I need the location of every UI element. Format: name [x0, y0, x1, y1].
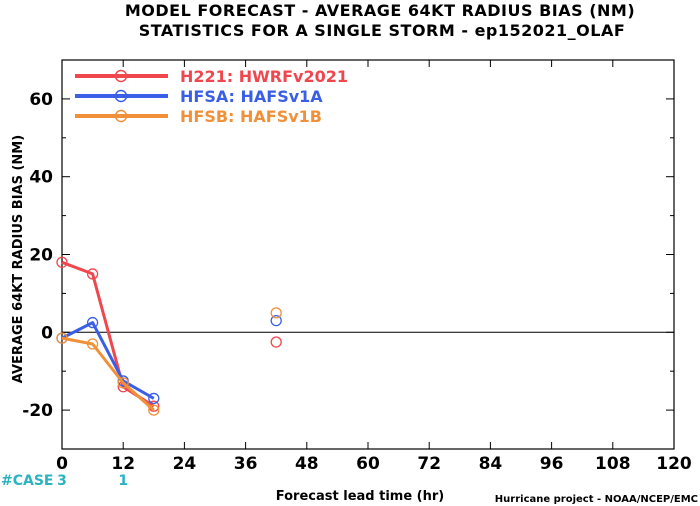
data-point: [270, 314, 282, 327]
case-count: 3: [57, 473, 67, 489]
y-tick-label: 60: [29, 90, 53, 110]
plot-area: [61, 59, 675, 450]
x-tick-label: 24: [173, 454, 197, 474]
legend-label: HFSB: HAFSv1B: [180, 107, 322, 126]
x-axis-label: Forecast lead time (hr): [276, 489, 444, 504]
legend-label: HFSA: HAFSv1A: [180, 87, 323, 106]
x-tick-label: 120: [656, 454, 692, 474]
legend-item: HFSB: HAFSv1B: [75, 107, 322, 126]
case-counts: #CASE 3 1: [1, 473, 128, 489]
series: [56, 314, 282, 405]
y-tick-label: 0: [41, 323, 53, 343]
legend-label: H221: HWRFv2021: [180, 67, 348, 86]
legend-item: H221: HWRFv2021: [75, 67, 348, 86]
data-point: [117, 377, 129, 389]
data-point: [56, 332, 68, 344]
x-tick-label: 48: [295, 454, 319, 474]
y-tick-label: 40: [29, 168, 53, 188]
legend-marker: [114, 109, 128, 123]
axis-ticks: 0 12 24 36 48 60 72 84 96 108 120 -20 0 20 40 60: [22, 59, 692, 474]
series-line: [61, 336, 155, 412]
series-group: [56, 256, 282, 416]
legend-marker: [114, 89, 128, 103]
credit-text: Hurricane project - NOAA/NCEP/EMC: [495, 494, 698, 505]
plot-frame: [61, 59, 675, 450]
series-line: [61, 321, 155, 400]
data-point: [148, 392, 160, 405]
x-tick-label: 72: [417, 454, 441, 474]
legend-marker: [114, 69, 128, 83]
x-tick-label: 60: [356, 454, 380, 474]
x-tick-label: 0: [56, 454, 68, 474]
data-point: [86, 316, 99, 329]
x-tick-label: 84: [479, 454, 503, 474]
y-tick-label: 20: [29, 246, 53, 266]
x-tick-label: 96: [540, 454, 564, 474]
case-count: 1: [118, 473, 128, 489]
y-tick-label: -20: [22, 401, 53, 421]
data-point: [86, 268, 99, 280]
case-label: #CASE: [1, 473, 54, 489]
legend-item: HFSA: HAFSv1A: [75, 87, 323, 106]
data-point: [270, 336, 282, 348]
series: [56, 307, 282, 416]
x-tick-label: 12: [111, 454, 135, 474]
data-point: [86, 338, 99, 350]
series: [56, 256, 282, 412]
chart-title: MODEL FORECAST - AVERAGE 64KT RADIUS BIA…: [125, 1, 635, 20]
x-tick-label: 108: [595, 454, 631, 474]
chart-subtitle: STATISTICS FOR A SINGLE STORM - ep152021…: [139, 21, 626, 40]
x-tick-label: 36: [234, 454, 258, 474]
data-point: [56, 256, 68, 268]
series-line: [61, 260, 155, 408]
data-point: [148, 404, 160, 416]
y-axis-label: AVERAGE 64KT RADIUS BIAS (NM): [11, 135, 26, 383]
data-point: [270, 307, 282, 319]
